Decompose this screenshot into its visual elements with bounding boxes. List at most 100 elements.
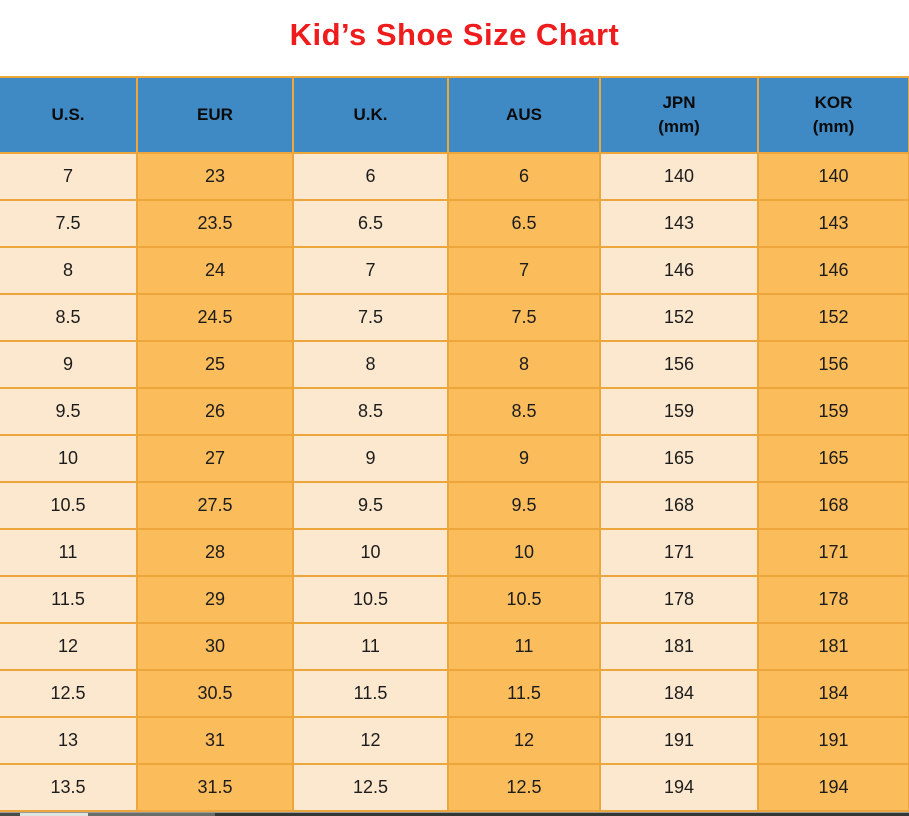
size-cell: 12 [0, 622, 138, 671]
size-cell: 12.5 [0, 669, 138, 718]
size-cell: 9.5 [292, 481, 449, 530]
size-cell: 191 [599, 716, 759, 765]
size-cell: 30 [136, 622, 294, 671]
size-cell: 9.5 [447, 481, 601, 530]
shoe-size-table: U.S. EUR U.K. AUS JPN (mm) KOR (mm) 7 23 6… [0, 76, 909, 812]
size-cell: 31.5 [136, 763, 294, 812]
size-cell: 165 [599, 434, 759, 483]
size-cell: 165 [757, 434, 909, 483]
table-row: 13.5 31.5 12.5 12.5 194 194 [0, 763, 909, 812]
size-cell: 156 [757, 340, 909, 389]
size-cell: 181 [599, 622, 759, 671]
column-header-label: AUS [506, 105, 542, 124]
size-cell: 7.5 [447, 293, 601, 342]
size-cell: 178 [599, 575, 759, 624]
size-cell: 6 [447, 152, 601, 201]
size-cell: 8 [292, 340, 449, 389]
size-cell: 143 [599, 199, 759, 248]
size-cell: 27.5 [136, 481, 294, 530]
size-cell: 8.5 [292, 387, 449, 436]
size-cell: 10 [447, 528, 601, 577]
table-row: 13 31 12 12 191 191 [0, 716, 909, 765]
size-cell: 9 [447, 434, 601, 483]
size-cell: 11.5 [292, 669, 449, 718]
column-header-kor: KOR (mm) [757, 76, 909, 154]
size-cell: 10 [0, 434, 138, 483]
size-cell: 26 [136, 387, 294, 436]
size-cell: 24.5 [136, 293, 294, 342]
table-row: 12 30 11 11 181 181 [0, 622, 909, 671]
size-cell: 28 [136, 528, 294, 577]
size-cell: 194 [757, 763, 909, 812]
column-header-label: EUR [197, 105, 233, 124]
size-cell: 191 [757, 716, 909, 765]
header-row: U.S. EUR U.K. AUS JPN (mm) KOR (mm) [0, 76, 909, 154]
size-cell: 12 [292, 716, 449, 765]
size-cell: 8 [447, 340, 601, 389]
size-cell: 10.5 [447, 575, 601, 624]
size-cell: 9 [0, 340, 138, 389]
column-header-label: KOR [814, 93, 853, 112]
size-cell: 29 [136, 575, 294, 624]
table-header: U.S. EUR U.K. AUS JPN (mm) KOR (mm) [0, 76, 909, 154]
size-cell: 12.5 [292, 763, 449, 812]
size-cell: 9.5 [0, 387, 138, 436]
size-cell: 140 [599, 152, 759, 201]
size-cell: 7 [0, 152, 138, 201]
size-cell: 152 [757, 293, 909, 342]
column-header-jpn: JPN (mm) [599, 76, 759, 154]
size-cell: 11 [0, 528, 138, 577]
size-cell: 168 [599, 481, 759, 530]
column-header-unit: (mm) [658, 117, 700, 136]
size-cell: 11 [292, 622, 449, 671]
table-row: 12.5 30.5 11.5 11.5 184 184 [0, 669, 909, 718]
table-row: 9 25 8 8 156 156 [0, 340, 909, 389]
size-cell: 7.5 [0, 199, 138, 248]
size-cell: 10.5 [0, 481, 138, 530]
size-cell: 11 [447, 622, 601, 671]
size-cell: 178 [757, 575, 909, 624]
column-header-label: JPN [662, 93, 696, 112]
size-cell: 9 [292, 434, 449, 483]
size-cell: 12.5 [447, 763, 601, 812]
size-cell: 13 [0, 716, 138, 765]
size-cell: 13.5 [0, 763, 138, 812]
size-cell: 6 [292, 152, 449, 201]
table-row: 8.5 24.5 7.5 7.5 152 152 [0, 293, 909, 342]
table-row: 9.5 26 8.5 8.5 159 159 [0, 387, 909, 436]
column-header-uk: U.K. [292, 76, 449, 154]
column-header-eur: EUR [136, 76, 294, 154]
size-cell: 8.5 [447, 387, 601, 436]
column-header-label: U.K. [353, 105, 388, 124]
table-row: 8 24 7 7 146 146 [0, 246, 909, 295]
table-body: 7 23 6 6 140 140 7.5 23.5 6.5 6.5 143 143 8 24 7 7 146 14… [0, 152, 909, 812]
size-cell: 7 [292, 246, 449, 295]
size-cell: 194 [599, 763, 759, 812]
size-cell: 146 [599, 246, 759, 295]
size-cell: 10 [292, 528, 449, 577]
size-cell: 152 [599, 293, 759, 342]
size-cell: 184 [757, 669, 909, 718]
size-cell: 8.5 [0, 293, 138, 342]
size-cell: 7.5 [292, 293, 449, 342]
table-row: 7 23 6 6 140 140 [0, 152, 909, 201]
column-header-unit: (mm) [812, 117, 855, 136]
column-header-us: U.S. [0, 76, 138, 154]
column-header-aus: AUS [447, 76, 601, 154]
table-row: 11.5 29 10.5 10.5 178 178 [0, 575, 909, 624]
table-row: 7.5 23.5 6.5 6.5 143 143 [0, 199, 909, 248]
size-cell: 12 [447, 716, 601, 765]
size-cell: 24 [136, 246, 294, 295]
size-cell: 184 [599, 669, 759, 718]
size-cell: 25 [136, 340, 294, 389]
size-cell: 11.5 [447, 669, 601, 718]
size-cell: 11.5 [0, 575, 138, 624]
size-cell: 30.5 [136, 669, 294, 718]
size-cell: 6.5 [447, 199, 601, 248]
bottom-edge-artifact [0, 812, 909, 816]
size-cell: 27 [136, 434, 294, 483]
size-cell: 168 [757, 481, 909, 530]
size-cell: 8 [0, 246, 138, 295]
title-bar: Kid’s Shoe Size Chart [0, 0, 909, 76]
size-cell: 7 [447, 246, 601, 295]
